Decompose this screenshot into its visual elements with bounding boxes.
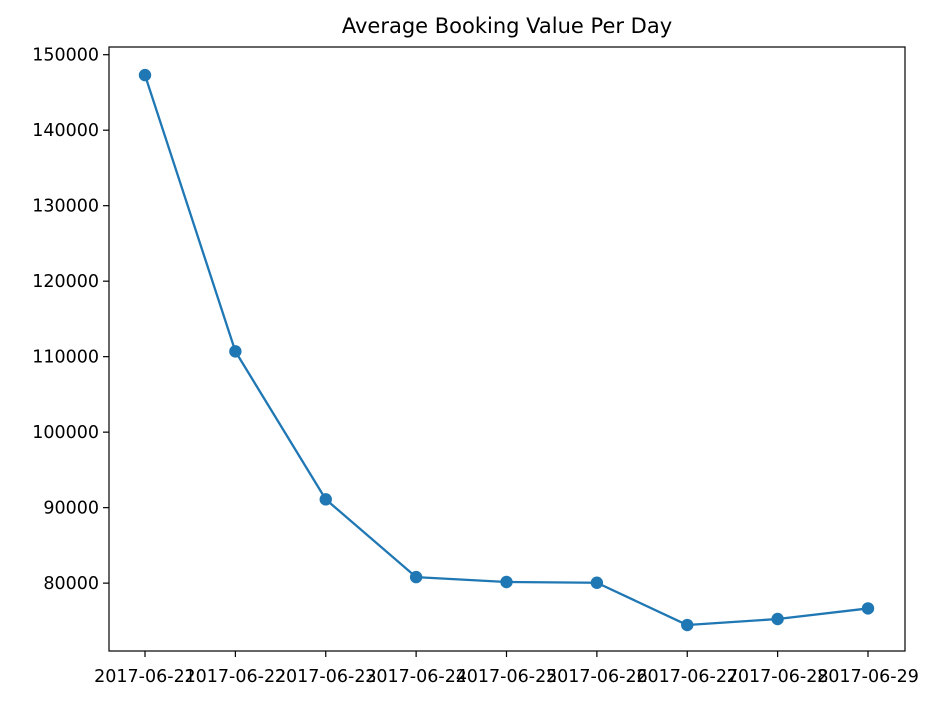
y-tick-label: 90000 bbox=[43, 499, 99, 519]
data-point bbox=[319, 493, 332, 506]
y-tick-label: 120000 bbox=[32, 272, 99, 292]
plot-area: 80000 90000 100000 110000 120000 130000 140000… bbox=[32, 46, 919, 687]
data-point bbox=[590, 576, 604, 589]
x-tick-label: 2017-06-23 bbox=[275, 667, 377, 687]
x-tick-label: 2017-06-22 bbox=[185, 667, 287, 687]
axes-frame bbox=[108, 46, 906, 652]
series-line bbox=[143, 74, 869, 627]
data-point bbox=[138, 68, 152, 82]
y-tick-label: 150000 bbox=[32, 46, 99, 66]
x-tick-label: 2017-06-26 bbox=[546, 667, 648, 687]
x-tick-label: 2017-06-27 bbox=[636, 667, 738, 687]
data-point bbox=[229, 345, 242, 358]
y-tick-label: 110000 bbox=[32, 348, 99, 368]
data-point bbox=[861, 602, 875, 615]
data-point bbox=[681, 618, 694, 632]
x-tick-label: 2017-06-28 bbox=[727, 667, 829, 687]
x-tick-label: 2017-06-21 bbox=[94, 667, 196, 687]
data-point bbox=[771, 612, 784, 626]
x-tick-label: 2017-06-29 bbox=[817, 667, 919, 687]
data-point bbox=[409, 570, 423, 584]
y-tick-label: 130000 bbox=[32, 197, 99, 217]
y-tick-label: 80000 bbox=[43, 574, 99, 594]
y-tick-label: 140000 bbox=[32, 121, 99, 141]
x-tick-label: 2017-06-25 bbox=[456, 667, 558, 687]
x-tick-label: 2017-06-24 bbox=[365, 667, 467, 687]
chart-title: Average Booking Value Per Day bbox=[342, 14, 672, 38]
data-point bbox=[500, 575, 513, 589]
y-tick-label: 100000 bbox=[32, 423, 99, 443]
